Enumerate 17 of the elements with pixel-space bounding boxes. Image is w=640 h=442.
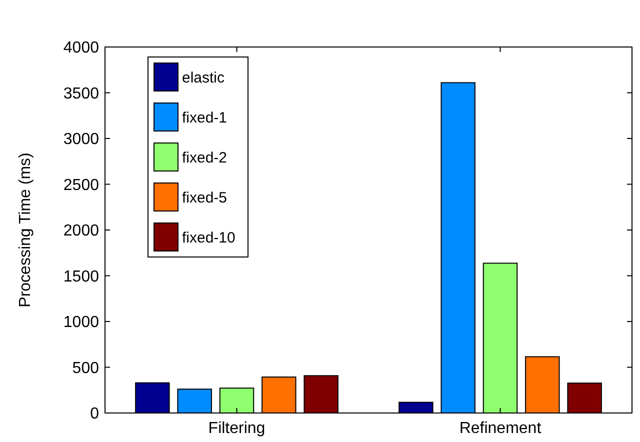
y-tick-label: 3500 [63,85,100,102]
legend-label: fixed-2 [182,149,228,166]
y-tick-label: 0 [90,406,100,423]
x-tick-label: Filtering [208,420,266,437]
legend-label: fixed-5 [182,189,228,206]
legend-label: fixed-10 [182,229,236,246]
legend-label: elastic [182,69,226,86]
legend-label: fixed-1 [182,109,228,126]
x-tick-label: Refinement [459,420,542,437]
y-tick-label: 1000 [63,314,100,332]
y-tick-label: 1500 [63,268,100,286]
y-tick-label: 3000 [63,131,100,148]
y-tick-label: 2000 [63,222,100,240]
y-tick-label: 500 [72,360,100,377]
y-tick-label: 2500 [63,176,100,194]
y-tick-label: 4000 [63,40,100,57]
y-axis-title: Processing Time (ms) [17,152,34,308]
